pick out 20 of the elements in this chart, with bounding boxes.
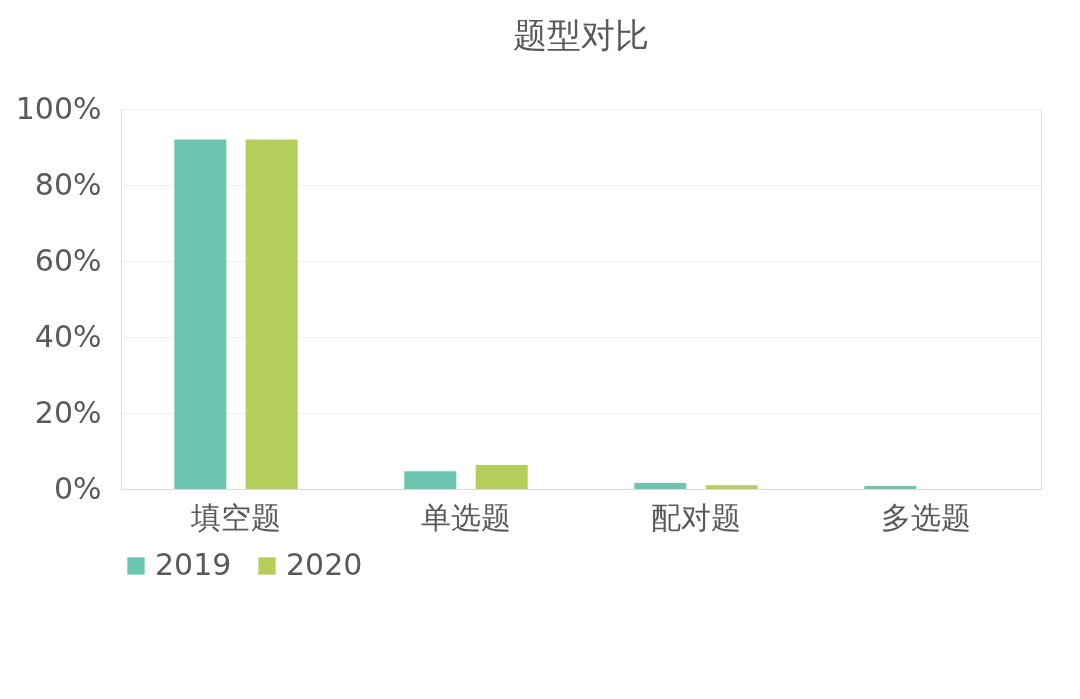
y-tick-label: 60% [34,242,102,278]
x-tick-label: 填空题 [190,499,281,535]
bar [404,471,457,489]
y-tick-label: 20% [34,394,102,430]
bar [475,465,528,489]
bar [705,485,758,489]
y-tick-label: 100% [15,90,102,126]
bar [245,139,298,489]
y-tick-label: 80% [34,166,102,202]
x-tick-label: 多选题 [881,499,971,535]
x-tick-label: 配对题 [651,499,741,535]
bar [634,482,687,489]
y-tick-label: 0% [53,470,102,506]
chart-title: 题型对比 [513,15,649,55]
legend-label: 2019 [155,547,232,582]
bar [174,139,227,489]
bar [864,485,917,489]
legend-label: 2020 [286,547,363,582]
y-tick-label: 40% [34,318,102,354]
x-tick-label: 单选题 [421,499,511,535]
